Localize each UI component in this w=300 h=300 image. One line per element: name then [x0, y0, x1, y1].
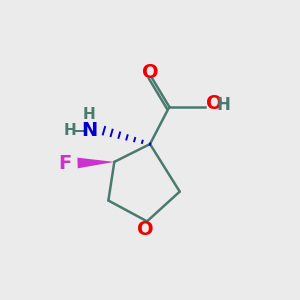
- Text: O: O: [142, 63, 158, 82]
- Text: O: O: [137, 220, 154, 239]
- Text: H: H: [83, 107, 95, 122]
- Text: N: N: [81, 121, 97, 140]
- Text: H: H: [216, 96, 230, 114]
- Polygon shape: [77, 158, 114, 168]
- Text: O: O: [206, 94, 223, 113]
- Text: H: H: [63, 123, 76, 138]
- Text: F: F: [59, 154, 72, 173]
